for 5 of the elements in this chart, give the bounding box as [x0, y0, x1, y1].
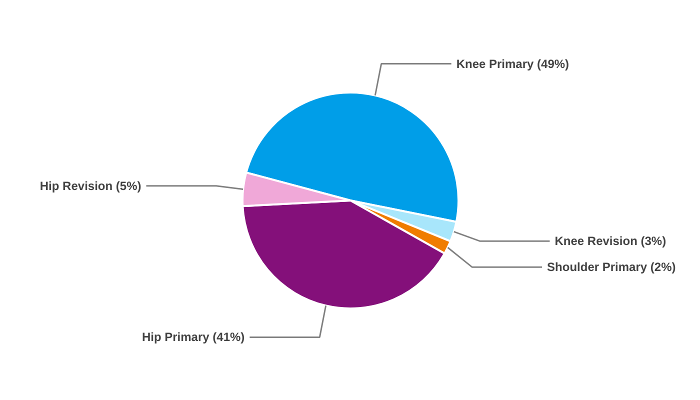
slice-label: Hip Revision (5%) — [40, 178, 142, 193]
slice-label: Shoulder Primary (2%) — [547, 260, 676, 274]
slice-label: Hip Primary (41%) — [142, 330, 245, 344]
slice-label: Knee Revision (3%) — [554, 234, 666, 248]
slice-label: Knee Primary (49%) — [456, 56, 570, 71]
